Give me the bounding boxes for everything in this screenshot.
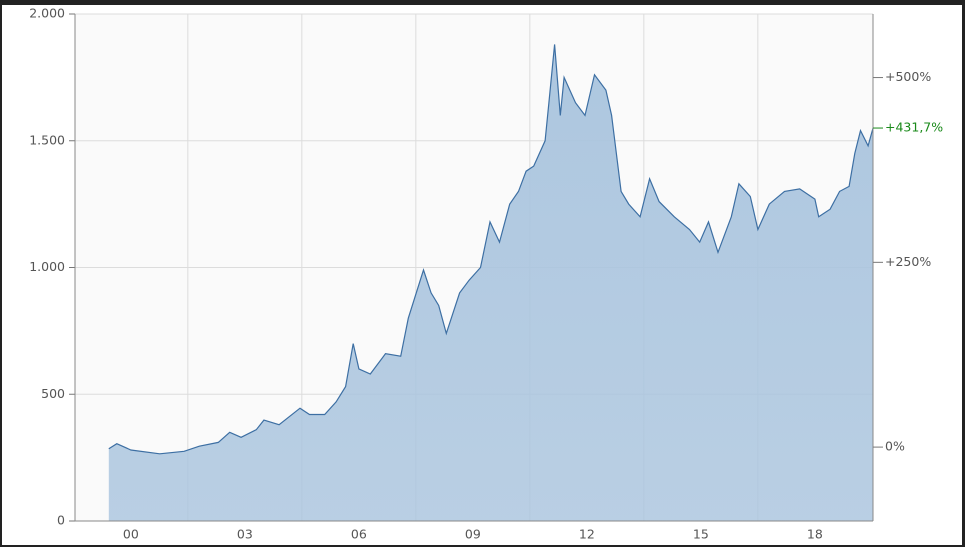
line	[108, 44, 874, 455]
x-tick-label: 09	[465, 527, 481, 542]
x-tick-label: 15	[693, 527, 709, 542]
y-tick-label: 2.000	[29, 6, 65, 21]
chart-frame: 0 500 1.000 1.500 2.000 00 03 06 09 12 15 18 0% +250%…	[2, 5, 962, 545]
y2-tick-label: +250%	[885, 254, 931, 269]
y-tick-label: 0	[57, 513, 65, 528]
x-tick-label: 00	[123, 527, 139, 542]
y2-tick-label: +500%	[885, 69, 931, 84]
y-tick-label: 500	[41, 386, 65, 401]
x-tick-label: 06	[351, 527, 367, 542]
y2-tick-label: 0%	[885, 439, 905, 454]
y-tick-label: 1.000	[29, 259, 65, 274]
y-tick-label: 1.500	[29, 132, 65, 147]
area	[108, 44, 874, 522]
annotation-label: +431,7%	[885, 120, 943, 135]
x-tick-label: 18	[807, 527, 823, 542]
chart: 0 500 1.000 1.500 2.000 00 03 06 09 12 15 18 0% +250%…	[29, 6, 943, 542]
x-tick-label: 03	[237, 527, 253, 542]
x-tick-label: 12	[579, 527, 595, 542]
